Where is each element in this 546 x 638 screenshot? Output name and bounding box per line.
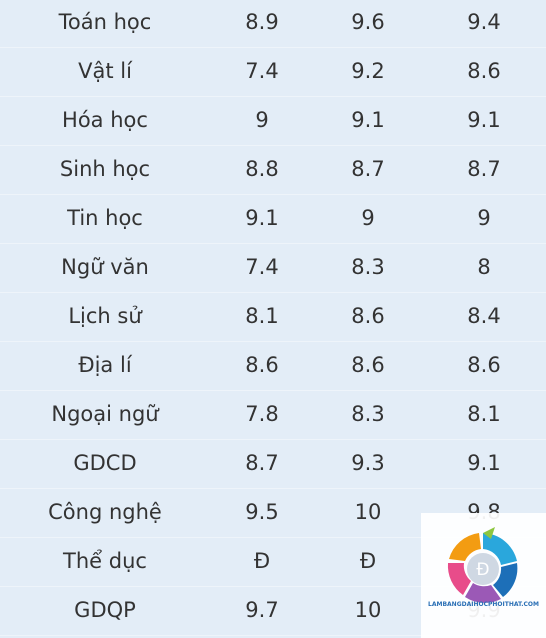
subject-cell: Hóa học (62, 108, 148, 132)
subject-cell: GDCD (73, 451, 137, 475)
score-cell: 9.1 (467, 451, 501, 475)
score-cell: 8.1 (245, 304, 279, 328)
score-cell: 9.1 (245, 206, 279, 230)
table-row: Toán học 8.9 9.6 9.4 (0, 0, 546, 48)
score-cell: 9.1 (467, 108, 501, 132)
score-cell: 9.5 (245, 500, 279, 524)
score-cell: 9 (361, 206, 375, 230)
score-cell: 7.8 (245, 402, 279, 426)
score-cell: 8.6 (245, 353, 279, 377)
subject-cell: Tin học (67, 206, 143, 230)
table-row: Ngữ văn 7.4 8.3 8 (0, 244, 546, 293)
score-cell: 8.3 (351, 255, 385, 279)
table-row: GDCD 8.7 9.3 9.1 (0, 440, 546, 489)
table-row: Địa lí 8.6 8.6 8.6 (0, 342, 546, 391)
table-row: Tin học 9.1 9 9 (0, 195, 546, 244)
subject-cell: GDQP (74, 598, 136, 622)
score-cell: 10 (354, 598, 382, 622)
score-cell: Đ (253, 549, 271, 573)
watermark-logo: Đ LAMBANGDAIHOCPHOITHAT.COM (421, 513, 546, 638)
score-cell: 8.6 (467, 59, 501, 83)
table-row: Hóa học 9 9.1 9.1 (0, 97, 546, 146)
subject-cell: Sinh học (59, 157, 151, 181)
score-cell: 8.6 (351, 353, 385, 377)
score-cell: 8.7 (467, 157, 501, 181)
subject-cell: Thể dục (63, 549, 147, 573)
score-cell: 8.9 (245, 10, 279, 34)
subject-cell: Lịch sử (68, 304, 142, 328)
watermark-text: LAMBANGDAIHOCPHOITHAT.COM (428, 601, 539, 608)
score-cell: 8.6 (467, 353, 501, 377)
score-cell: 8.6 (351, 304, 385, 328)
score-cell: 9.4 (467, 10, 501, 34)
score-cell: 7.4 (245, 255, 279, 279)
score-cell: 9.2 (351, 59, 385, 83)
subject-cell: Công nghệ (48, 500, 162, 524)
score-cell: 9 (477, 206, 491, 230)
table-row: Sinh học 8.8 8.7 8.7 (0, 146, 546, 195)
table-row: Ngoại ngữ 7.8 8.3 8.1 (0, 391, 546, 440)
subject-cell: Ngoại ngữ (51, 402, 159, 426)
table-row: Vật lí 7.4 9.2 8.6 (0, 48, 546, 97)
score-cell: 7.4 (245, 59, 279, 83)
score-cell: 9 (255, 108, 269, 132)
score-cell: 8.4 (467, 304, 501, 328)
score-cell: 9.6 (351, 10, 385, 34)
score-cell: 8.8 (245, 157, 279, 181)
logo-icon: Đ (447, 527, 518, 603)
score-cell: 8 (477, 255, 491, 279)
logo-letter: Đ (476, 560, 489, 580)
subject-cell: Toán học (58, 10, 152, 34)
score-cell: 8.3 (351, 402, 385, 426)
score-cell: 9.7 (245, 598, 279, 622)
score-cell: Đ (359, 549, 377, 573)
table-row: Lịch sử 8.1 8.6 8.4 (0, 293, 546, 342)
subject-cell: Địa lí (78, 353, 132, 377)
subject-cell: Vật lí (78, 59, 132, 83)
score-cell: 8.1 (467, 402, 501, 426)
score-cell: 8.7 (245, 451, 279, 475)
score-cell: 9.1 (351, 108, 385, 132)
score-cell: 9.3 (351, 451, 385, 475)
subject-cell: Ngữ văn (61, 255, 149, 279)
table-row: Thể dục Đ Đ (0, 538, 546, 587)
score-cell: 10 (354, 500, 382, 524)
score-cell: 8.7 (351, 157, 385, 181)
